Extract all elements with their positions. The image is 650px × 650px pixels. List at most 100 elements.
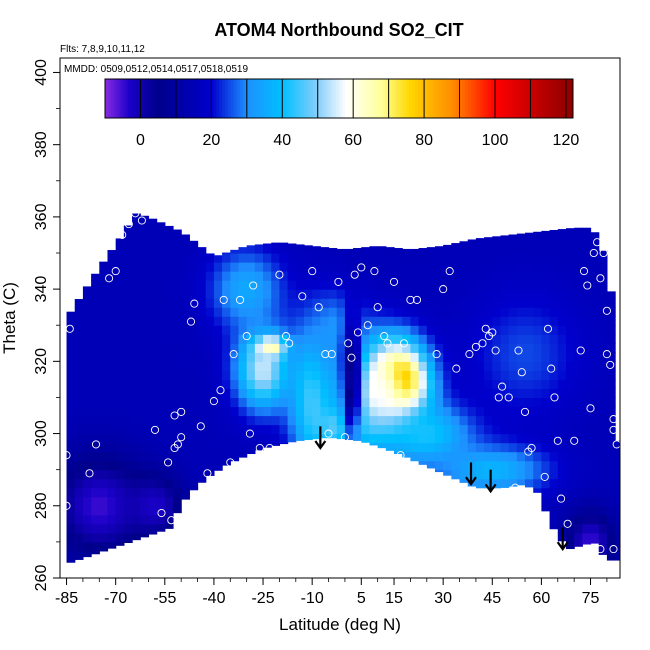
heatmap-cell bbox=[475, 433, 485, 444]
sample-point bbox=[186, 317, 196, 326]
heatmap-cell bbox=[598, 316, 608, 326]
heatmap-cell bbox=[426, 307, 436, 317]
heatmap-cell bbox=[598, 424, 608, 435]
heatmap-cell bbox=[582, 442, 592, 453]
heatmap-cell bbox=[549, 487, 559, 498]
heatmap-cell bbox=[82, 460, 92, 471]
heatmap-cell bbox=[402, 289, 412, 299]
heatmap-cell bbox=[353, 370, 362, 380]
heatmap-cell bbox=[287, 433, 297, 443]
heatmap-cell bbox=[222, 325, 231, 335]
heatmap-cell bbox=[312, 262, 321, 272]
heatmap-cell bbox=[361, 247, 371, 254]
heatmap-cell bbox=[263, 325, 272, 335]
heatmap-cell bbox=[565, 388, 575, 399]
heatmap-cell bbox=[328, 343, 338, 353]
y-tick-label: 280 bbox=[33, 492, 50, 519]
heatmap-cell bbox=[82, 478, 92, 489]
heatmap-cell bbox=[516, 233, 526, 236]
heatmap-cell bbox=[336, 352, 346, 362]
heatmap-cell bbox=[107, 478, 117, 489]
colorbar-swatch bbox=[532, 79, 536, 118]
heatmap-cell bbox=[74, 299, 84, 308]
heatmap-cell bbox=[549, 280, 559, 290]
heatmap-cell bbox=[582, 379, 592, 390]
heatmap-cell bbox=[246, 343, 256, 353]
heatmap-cell bbox=[590, 451, 600, 462]
heatmap-cell bbox=[606, 460, 616, 471]
heatmap-cell bbox=[590, 505, 600, 516]
heatmap-cell bbox=[132, 316, 141, 326]
heatmap-cell bbox=[574, 307, 583, 317]
heatmap-cell bbox=[271, 370, 281, 380]
colorbar-swatch bbox=[409, 79, 413, 118]
heatmap-cell bbox=[66, 433, 76, 444]
heatmap-cell bbox=[263, 307, 272, 317]
heatmap-cell bbox=[467, 271, 477, 281]
heatmap-cell bbox=[418, 379, 428, 390]
heatmap-cell bbox=[115, 262, 125, 272]
heatmap-cell bbox=[148, 451, 158, 462]
heatmap-cell bbox=[565, 496, 575, 507]
sample-point bbox=[494, 393, 503, 402]
heatmap-cell bbox=[140, 343, 150, 353]
heatmap-cell bbox=[533, 231, 543, 236]
heatmap-cell bbox=[181, 307, 190, 317]
y-tick-label: 380 bbox=[33, 131, 50, 158]
heatmap-cell bbox=[500, 280, 510, 290]
colorbar-swatch bbox=[309, 79, 314, 118]
colorbar-swatch bbox=[558, 79, 562, 118]
heatmap-cell bbox=[148, 334, 158, 344]
sample-points bbox=[62, 209, 620, 561]
heatmap-cell bbox=[140, 388, 150, 399]
heatmap-cell bbox=[205, 289, 215, 299]
colorbar-swatch bbox=[210, 79, 214, 118]
heatmap-cell bbox=[279, 343, 289, 353]
heatmap-cell bbox=[402, 397, 412, 408]
heatmap-cell bbox=[582, 388, 592, 399]
heatmap-cell bbox=[172, 253, 182, 263]
colorbar-swatch bbox=[183, 79, 188, 118]
colorbar-swatch bbox=[289, 79, 293, 118]
heatmap-cell bbox=[484, 442, 493, 453]
heatmap-cell bbox=[189, 442, 199, 453]
heatmap-cell bbox=[222, 343, 231, 353]
colorbar-swatch bbox=[145, 79, 150, 118]
heatmap-cell bbox=[189, 460, 199, 471]
heatmap-cell bbox=[549, 406, 559, 417]
heatmap-cell bbox=[582, 227, 592, 236]
heatmap-cell bbox=[156, 379, 166, 390]
heatmap-cell bbox=[492, 280, 502, 290]
heatmap-cell bbox=[156, 388, 166, 399]
heatmap-cell bbox=[516, 325, 526, 335]
heatmap-cell bbox=[500, 469, 510, 480]
heatmap-cell bbox=[361, 433, 371, 443]
heatmap-cell bbox=[132, 424, 141, 435]
heatmap-cell bbox=[238, 424, 248, 435]
heatmap-cell bbox=[230, 379, 240, 390]
heatmap-cell bbox=[516, 271, 526, 281]
heatmap-cell bbox=[582, 243, 592, 254]
heatmap-cell bbox=[74, 370, 84, 380]
heatmap-cell bbox=[475, 397, 485, 408]
heatmap-cell bbox=[394, 248, 403, 254]
colorbar-swatch bbox=[406, 79, 410, 118]
heatmap-cell bbox=[369, 280, 379, 290]
colorbar-swatch bbox=[458, 79, 463, 118]
x-axis-label: Latitude (deg N) bbox=[279, 615, 401, 634]
heatmap-cell bbox=[238, 334, 248, 344]
sample-point bbox=[255, 443, 264, 453]
heatmap-cell bbox=[213, 343, 223, 353]
heatmap-cell bbox=[132, 379, 141, 390]
heatmap-cell bbox=[295, 397, 305, 408]
heatmap-cell bbox=[344, 298, 354, 308]
heatmap-cell bbox=[115, 415, 125, 426]
heatmap-cell bbox=[369, 442, 379, 446]
heatmap-cell bbox=[115, 361, 125, 371]
heatmap-cell bbox=[606, 478, 616, 489]
heatmap-cell bbox=[156, 424, 166, 435]
heatmap-cell bbox=[516, 234, 526, 245]
heatmap-cell bbox=[500, 253, 510, 263]
heatmap-cell bbox=[181, 451, 190, 462]
heatmap-cell bbox=[99, 307, 109, 317]
